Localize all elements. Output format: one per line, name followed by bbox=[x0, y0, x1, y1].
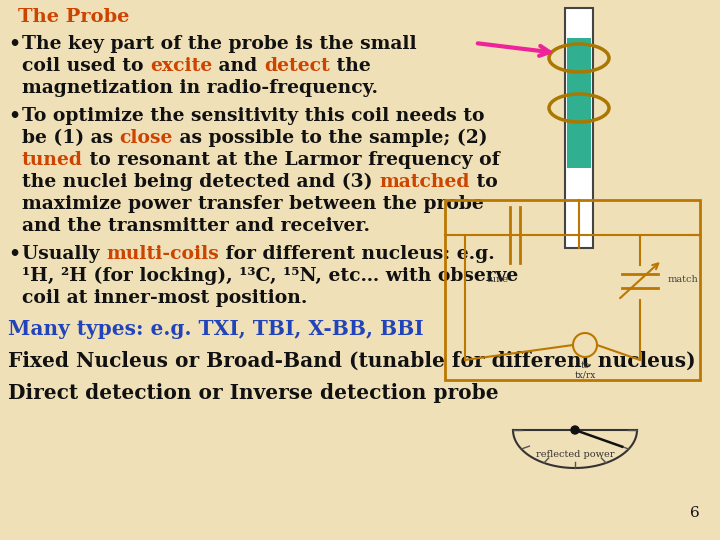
Text: Many types: e.g. TXI, TBI, X-BB, BBI: Many types: e.g. TXI, TBI, X-BB, BBI bbox=[8, 319, 423, 339]
Text: Fixed Nucleus or Broad-Band (tunable for different nucleus): Fixed Nucleus or Broad-Band (tunable for… bbox=[8, 351, 696, 371]
Text: the: the bbox=[330, 57, 371, 75]
Circle shape bbox=[573, 333, 597, 357]
Text: to resonant at the Larmor frequency of: to resonant at the Larmor frequency of bbox=[83, 151, 500, 169]
Text: tune: tune bbox=[487, 275, 509, 284]
Text: close: close bbox=[120, 129, 173, 147]
Text: reflected power: reflected power bbox=[536, 450, 614, 459]
Text: and: and bbox=[212, 57, 264, 75]
Bar bbox=[567, 38, 591, 168]
Text: and the transmitter and receiver.: and the transmitter and receiver. bbox=[22, 217, 370, 235]
Text: The key part of the probe is the small: The key part of the probe is the small bbox=[22, 35, 417, 53]
Text: Direct detection or Inverse detection probe: Direct detection or Inverse detection pr… bbox=[8, 383, 499, 403]
Text: detect: detect bbox=[264, 57, 330, 75]
Text: Usually: Usually bbox=[22, 245, 106, 263]
Text: to: to bbox=[580, 361, 590, 370]
Text: excite: excite bbox=[150, 57, 212, 75]
Bar bbox=[565, 8, 593, 248]
Text: be (1) as: be (1) as bbox=[22, 129, 120, 147]
Text: •: • bbox=[8, 35, 20, 53]
Text: to: to bbox=[469, 173, 498, 191]
Text: magnetization in radio-frequency.: magnetization in radio-frequency. bbox=[22, 79, 378, 97]
Text: coil at inner-most position.: coil at inner-most position. bbox=[22, 289, 307, 307]
Text: multi-coils: multi-coils bbox=[106, 245, 219, 263]
Text: •: • bbox=[8, 245, 20, 263]
Bar bbox=[445, 200, 700, 380]
Circle shape bbox=[571, 426, 579, 434]
Text: match: match bbox=[668, 275, 698, 285]
Text: the nuclei being detected and (3): the nuclei being detected and (3) bbox=[22, 173, 379, 191]
Text: matched: matched bbox=[379, 173, 469, 191]
Text: To optimize the sensitivity this coil needs to: To optimize the sensitivity this coil ne… bbox=[22, 107, 485, 125]
Text: 6: 6 bbox=[690, 506, 700, 520]
Text: tx/rx: tx/rx bbox=[575, 371, 595, 380]
Text: coil used to: coil used to bbox=[22, 57, 150, 75]
Text: tuned: tuned bbox=[22, 151, 83, 169]
Text: for different nucleus: e.g.: for different nucleus: e.g. bbox=[219, 245, 495, 263]
Text: The Probe: The Probe bbox=[18, 8, 130, 26]
Text: as possible to the sample; (2): as possible to the sample; (2) bbox=[173, 129, 487, 147]
Text: ¹H, ²H (for locking), ¹³C, ¹⁵N, etc… with observe: ¹H, ²H (for locking), ¹³C, ¹⁵N, etc… wit… bbox=[22, 267, 518, 285]
Text: •: • bbox=[8, 107, 20, 125]
Text: maximize power transfer between the probe: maximize power transfer between the prob… bbox=[22, 195, 484, 213]
